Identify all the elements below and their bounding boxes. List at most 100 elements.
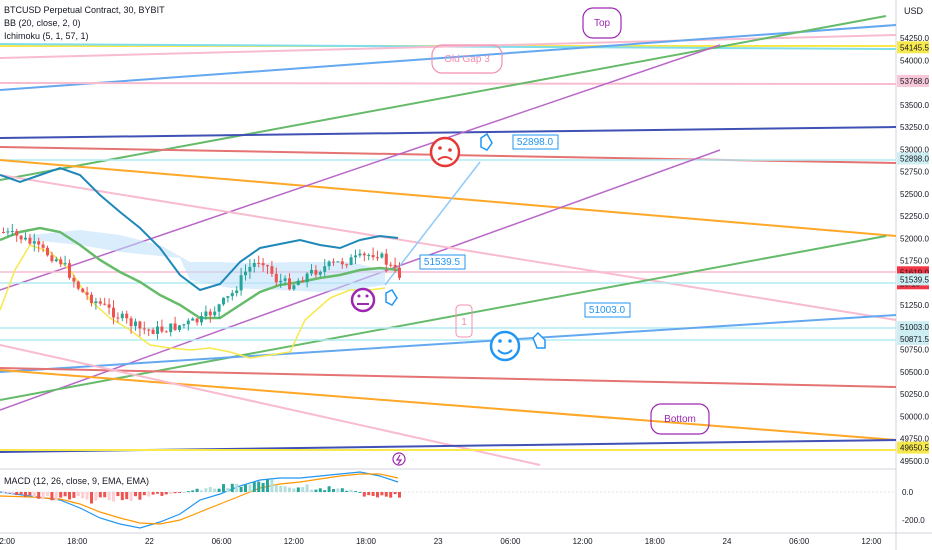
macd-legend[interactable]: MACD (12, 26, close, 9, EMA, EMA) (4, 476, 150, 486)
macd-histogram-bar (274, 484, 278, 492)
candle-body (274, 273, 278, 283)
smiley-happy-icon (489, 330, 521, 362)
candle-body (151, 329, 155, 334)
candle-body (90, 294, 93, 304)
trend-line-orange-lower (0, 369, 897, 441)
macd-histogram-bar (261, 482, 265, 492)
macd-histogram-bar (349, 489, 353, 492)
candle-body (222, 297, 225, 305)
macd-histogram-bar (50, 492, 54, 501)
trend-line-navy (0, 126, 897, 139)
macd-histogram-bar (178, 492, 181, 493)
candle-body (200, 316, 203, 323)
macd-tick-label: -200.0 (902, 516, 925, 525)
candle-body (239, 275, 243, 291)
trend-lines[interactable] (0, 15, 897, 466)
candle-body (310, 269, 313, 274)
macd-histogram-bar (173, 492, 177, 494)
candle-body (81, 288, 85, 293)
candle-body (76, 281, 80, 289)
bottom-callout-box (650, 403, 710, 435)
macd-tick-label: 0.0 (902, 488, 914, 497)
bb-upper (0, 166, 399, 292)
top-callout-label: Top (594, 18, 611, 29)
candle-body (10, 231, 14, 233)
candle-body (28, 237, 32, 244)
macd-histogram-bar (318, 488, 322, 492)
candle-body (24, 237, 27, 240)
candle-body (292, 285, 296, 290)
candle-body (160, 326, 164, 332)
macd-histogram-bar (283, 486, 287, 492)
candle-body (59, 259, 63, 265)
price-axis[interactable]: 54250.054000.053750.053500.053250.053000… (900, 34, 929, 466)
macd-histogram-bar (213, 488, 217, 492)
price-badge-label: 52898.0 (900, 154, 929, 163)
candle-body (340, 261, 344, 265)
trend-line-pink-mid (0, 174, 897, 321)
macd-histogram-bar (376, 492, 379, 498)
macd-histogram-bar (81, 492, 85, 499)
trend-line-green-lower (0, 235, 887, 401)
candle-body (376, 257, 379, 259)
annotations[interactable]: Top Old Gap 3 52898.0 51539.5 51003.0 Bo… (419, 7, 710, 435)
macd-histogram-bar (112, 492, 115, 502)
time-tick-label: 23 (434, 537, 443, 546)
candle-body (244, 271, 247, 276)
candle-body (112, 307, 115, 318)
macd-histogram-bar (235, 483, 239, 492)
time-axis[interactable]: 12:00 18:00 22 06:00 12:00 18:00 23 06:00 12:00 1… (0, 537, 882, 546)
old-gap-callout-label: Old Gap 3 (444, 54, 490, 65)
candle-body (371, 255, 375, 258)
macd-histogram-bar (15, 492, 19, 496)
time-tick-label: 18:00 (645, 537, 666, 546)
price-badge (897, 332, 929, 345)
macd-histogram-bar (362, 492, 366, 497)
macd-histogram-bar (98, 492, 102, 498)
price-label-51003-box (584, 302, 631, 318)
candle-body (389, 264, 393, 266)
candle-body (362, 253, 366, 256)
macd-histogram-bar (323, 490, 327, 492)
candle-body (314, 269, 318, 275)
macd-histogram-bar (358, 491, 362, 493)
ichimoku-legend[interactable]: Ichimoku (5, 1, 57, 1) (4, 31, 89, 41)
candle-body (68, 263, 71, 278)
trend-line-blue-lower (0, 314, 897, 373)
macd-histogram-bar (59, 492, 63, 498)
macd-histogram-bar (90, 492, 93, 504)
macd-histogram-bar (230, 483, 234, 492)
candle-body (257, 262, 261, 264)
price-tick-label: 52500.0 (900, 190, 929, 199)
candle-body (354, 255, 357, 258)
candle-body (50, 255, 54, 262)
trend-line-green-upper (0, 15, 887, 181)
candle-body (19, 235, 23, 240)
price-label-51003: 51003.0 (589, 305, 626, 316)
macd-histogram-bar (6, 492, 10, 494)
macd-histogram-bar (340, 488, 344, 492)
bb-legend[interactable]: BB (20, close, 2, 0) (4, 18, 81, 28)
price-label-52898: 52898.0 (517, 137, 554, 148)
macd-histogram-bar (279, 485, 283, 492)
macd-histogram-bar (94, 492, 98, 501)
candle-body (323, 266, 327, 272)
macd-histogram-bar (257, 481, 261, 492)
time-tick-label: 06:00 (789, 537, 810, 546)
candle-body (288, 278, 291, 290)
trend-line-orange-upper (0, 159, 897, 237)
candle-body (345, 264, 349, 266)
macd-histogram-bar (222, 484, 225, 492)
macd-histogram-bar (314, 489, 318, 492)
currency-label[interactable]: USD (904, 6, 924, 16)
candle-body (103, 303, 107, 305)
macd-histogram-bar (32, 492, 36, 498)
candle-body (226, 296, 230, 298)
macd-histogram-bar (305, 484, 309, 492)
time-tick-label: 18:00 (67, 537, 88, 546)
candle-body (120, 313, 124, 319)
candle-body (41, 244, 45, 248)
macd-histogram-bar (226, 488, 230, 492)
candle-body (336, 261, 340, 263)
